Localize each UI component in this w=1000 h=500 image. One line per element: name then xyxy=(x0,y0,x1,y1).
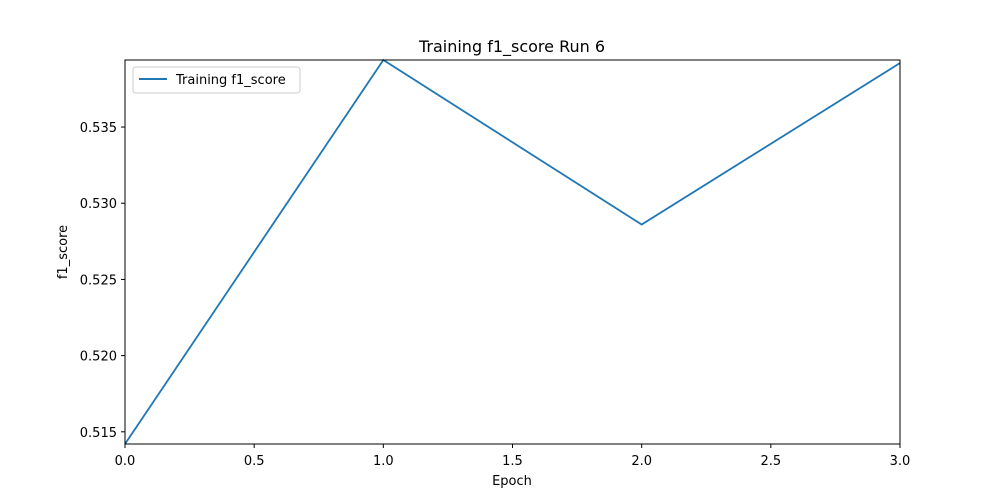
x-tick-label: 2.0 xyxy=(631,454,652,469)
x-tick-label: 0.0 xyxy=(115,454,136,469)
x-tick-label: 3.0 xyxy=(890,454,911,469)
x-tick-label: 1.0 xyxy=(373,454,394,469)
y-axis-label: f1_score xyxy=(56,225,71,279)
y-axis-ticks: 0.515 0.520 0.525 0.530 0.535 xyxy=(80,121,125,441)
series-line xyxy=(124,58,901,445)
chart-title: Training f1_score Run 6 xyxy=(418,37,605,57)
x-tick-label: 0.5 xyxy=(244,454,265,469)
x-tick-label: 2.5 xyxy=(760,454,781,469)
y-tick-label: 0.535 xyxy=(80,121,117,136)
y-tick-label: 0.530 xyxy=(80,197,117,212)
y-tick-label: 0.525 xyxy=(80,273,117,288)
x-axis-ticks: 0.0 0.5 1.0 1.5 2.0 2.5 3.0 xyxy=(115,444,911,469)
y-tick-label: 0.520 xyxy=(80,350,117,365)
legend: Training f1_score xyxy=(132,66,301,94)
x-axis-label: Epoch xyxy=(492,474,532,489)
x-tick-label: 1.5 xyxy=(502,454,523,469)
y-tick-label: 0.515 xyxy=(80,426,117,441)
legend-box xyxy=(132,66,301,94)
series-layer xyxy=(124,58,901,445)
legend-label: Training f1_score xyxy=(175,73,286,88)
